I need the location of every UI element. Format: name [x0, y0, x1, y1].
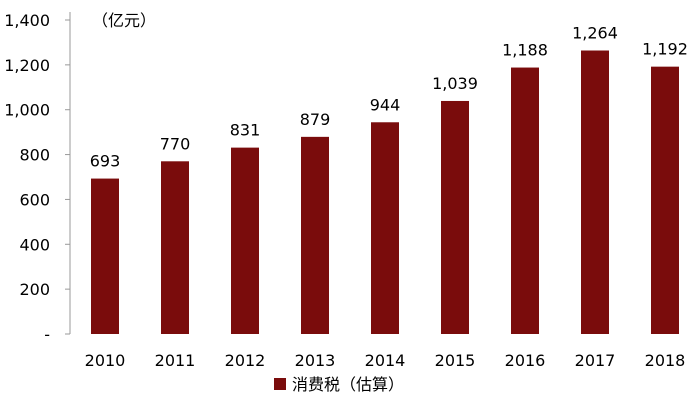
bar [371, 122, 399, 334]
legend: 消费税（估算） [274, 375, 404, 394]
y-tick-label: 1,200 [4, 56, 50, 75]
data-label: 693 [90, 152, 121, 171]
y-tick-label: 400 [19, 235, 50, 254]
x-tick-label: 2018 [645, 351, 686, 370]
data-label: 770 [160, 134, 191, 153]
x-tick-label: 2017 [575, 351, 616, 370]
x-tick-label: 2013 [295, 351, 336, 370]
bar [441, 100, 469, 335]
data-label: 1,039 [432, 74, 478, 93]
x-tick-label: 2010 [85, 351, 126, 370]
bars [91, 50, 679, 335]
y-tick-label: 200 [19, 280, 50, 299]
bar [91, 178, 119, 334]
data-label: 1,192 [642, 40, 688, 59]
data-label: 831 [230, 121, 261, 140]
bar [231, 147, 259, 334]
x-axis-labels: 2010 2011 2012 2013 2014 2015 2016 2017 2018 [85, 351, 686, 370]
data-label: 944 [370, 95, 401, 114]
data-label: 879 [300, 110, 331, 129]
y-axis: - 200 400 600 800 1,000 1,200 1,400 [4, 11, 71, 344]
data-label: 1,188 [502, 41, 548, 60]
data-label: 1,264 [572, 24, 618, 43]
x-tick-label: 2016 [505, 351, 546, 370]
bar [161, 161, 189, 334]
unit-label: （亿元） [92, 11, 156, 30]
x-tick-label: 2012 [225, 351, 266, 370]
x-tick-label: 2015 [435, 351, 476, 370]
bar [511, 67, 539, 334]
data-labels: 693 770 831 879 944 1,039 1,188 1,264 1,192 [90, 24, 688, 171]
x-tick-label: 2014 [365, 351, 406, 370]
y-tick-label: 1,400 [4, 11, 50, 30]
bar [301, 136, 329, 334]
legend-swatch [274, 378, 286, 390]
x-tick-label: 2011 [155, 351, 196, 370]
legend-label: 消费税（估算） [292, 375, 404, 394]
y-tick-label: 600 [19, 190, 50, 209]
y-tick-label: 800 [19, 146, 50, 165]
bar [581, 50, 609, 334]
bar [651, 66, 679, 334]
y-tick-label: 1,000 [4, 101, 50, 120]
y-tick-label: - [44, 325, 50, 344]
